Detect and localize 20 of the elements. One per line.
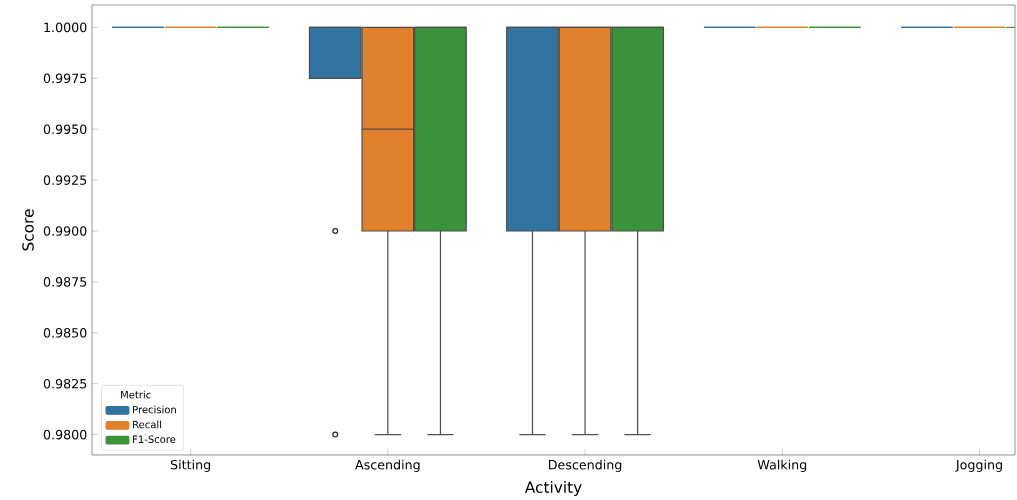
x-tick-label: Descending (549, 459, 622, 472)
y-tick-label: 0.9850 (43, 327, 87, 338)
legend-label: Precision (133, 405, 176, 414)
y-tick-label: 0.9875 (43, 276, 87, 287)
y-tick-label: 0.9950 (43, 124, 87, 134)
legend-title: Metric (121, 390, 151, 399)
x-tick-label: Ascending (355, 459, 420, 472)
y-tick-label: 0.9800 (43, 429, 87, 440)
y-tick-label: 1.0000 (44, 22, 87, 32)
y-tick-label: 0.9975 (43, 73, 87, 83)
y-tick-label: 0.9825 (43, 378, 87, 389)
y-tick-label: 0.9900 (43, 226, 87, 236)
legend-label: F1-Score (133, 435, 176, 443)
x-tick-label: Jogging (955, 459, 1002, 472)
x-tick-label: Sitting (170, 459, 211, 472)
x-axis-title: Activity (524, 480, 582, 496)
y-tick-label: 0.9925 (43, 175, 87, 185)
y-axis-title: Score (22, 209, 34, 251)
x-tick-label: Walking (757, 459, 807, 472)
legend-label: Recall (133, 420, 162, 429)
